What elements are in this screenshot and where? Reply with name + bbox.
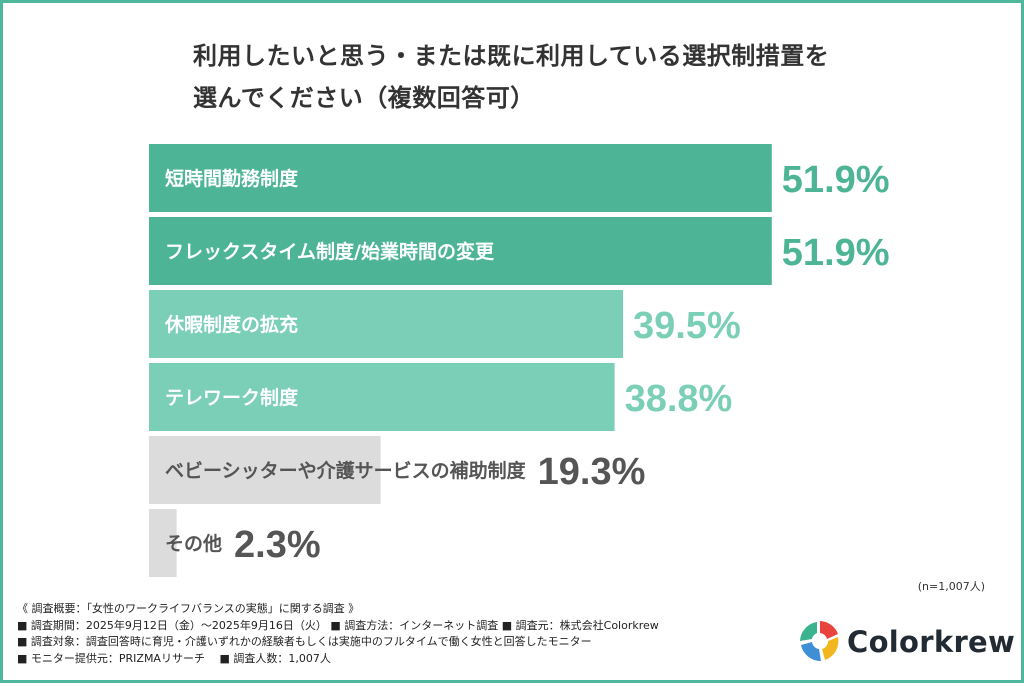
value-label: 38.8% (625, 378, 733, 420)
bar (149, 290, 623, 358)
value-label: 51.9% (782, 159, 890, 201)
category-label: ベビーシッターや介護サービスの補助制度 (165, 459, 527, 482)
survey-note-line: ■ 調査期間：2025年9月12日（金）〜2025年9月16日（火） ■ 調査方… (17, 618, 659, 632)
bar (149, 363, 615, 431)
logo-segment (800, 622, 817, 641)
category-label: 短時間勤務制度 (165, 167, 299, 190)
colorkrew-logo-text: Colorkrew (847, 625, 1016, 659)
title-line-2: 選んでください（複数回答可） (193, 84, 535, 112)
value-label: 51.9% (782, 232, 890, 274)
value-label: 39.5% (633, 305, 741, 347)
chart-title: 利用したいと思う・または既に利用している選択制措置を 選んでください（複数回答可… (193, 35, 913, 119)
colorkrew-logo-icon (800, 621, 839, 662)
survey-notes: 《 調査概要：「女性のワークライフバランスの実態」に関する調査 》 ■ 調査期間… (17, 601, 659, 667)
bar (149, 509, 177, 577)
category-label: 休暇制度の拡充 (164, 313, 298, 336)
category-label: フレックスタイム制度/始業時間の変更 (165, 240, 495, 263)
bar-chart: 短時間勤務制度 51.9% フレックスタイム制度/始業時間の変更 51.9% 休暇制度の… (149, 144, 890, 577)
survey-note-line: 《 調査概要：「女性のワークライフバランスの実態」に関する調査 》 (17, 602, 360, 615)
category-label: その他 (165, 532, 222, 555)
value-label: 19.3% (538, 451, 646, 493)
logo-segment (820, 621, 838, 639)
survey-note-line: ■ モニター提供元：PRIZMAリサーチ ■ 調査人数：1,007人 (17, 651, 331, 665)
value-label: 2.3% (234, 524, 321, 566)
bar (149, 144, 772, 212)
survey-note-line: ■ 調査対象：調査回答時に育児・介護いずれかの経験者もしくは実施中のフルタイムで… (17, 635, 592, 648)
logo-segment (801, 642, 821, 662)
bar (149, 217, 772, 285)
sample-size-note: (n=1,007人) (917, 580, 985, 593)
title-line-1: 利用したいと思う・または既に利用している選択制措置を (193, 42, 830, 70)
colorkrew-logo: Colorkrew (797, 617, 1024, 669)
category-label: テレワーク制度 (165, 386, 299, 409)
logo-segment (822, 637, 839, 660)
bar (149, 436, 381, 504)
